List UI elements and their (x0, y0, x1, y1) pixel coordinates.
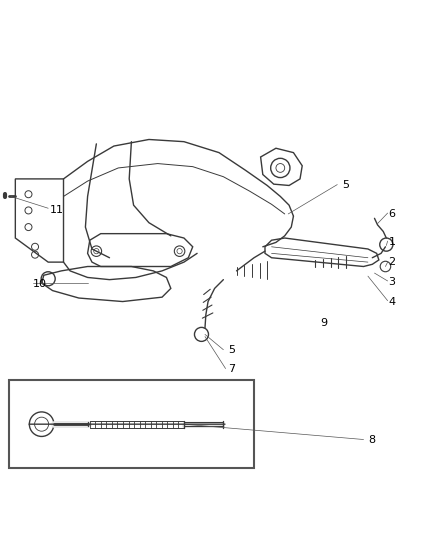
Text: 10: 10 (32, 279, 46, 289)
Text: 11: 11 (50, 205, 64, 215)
Text: 5: 5 (229, 345, 236, 355)
Text: 4: 4 (389, 296, 396, 306)
Text: 7: 7 (229, 365, 236, 374)
Text: 3: 3 (389, 277, 396, 287)
Text: 1: 1 (389, 237, 396, 247)
Text: 2: 2 (389, 257, 396, 267)
Text: 5: 5 (343, 181, 350, 190)
Text: 8: 8 (369, 434, 376, 445)
Bar (9, 381, 254, 468)
Text: 9: 9 (321, 318, 328, 328)
Text: 6: 6 (389, 209, 396, 219)
